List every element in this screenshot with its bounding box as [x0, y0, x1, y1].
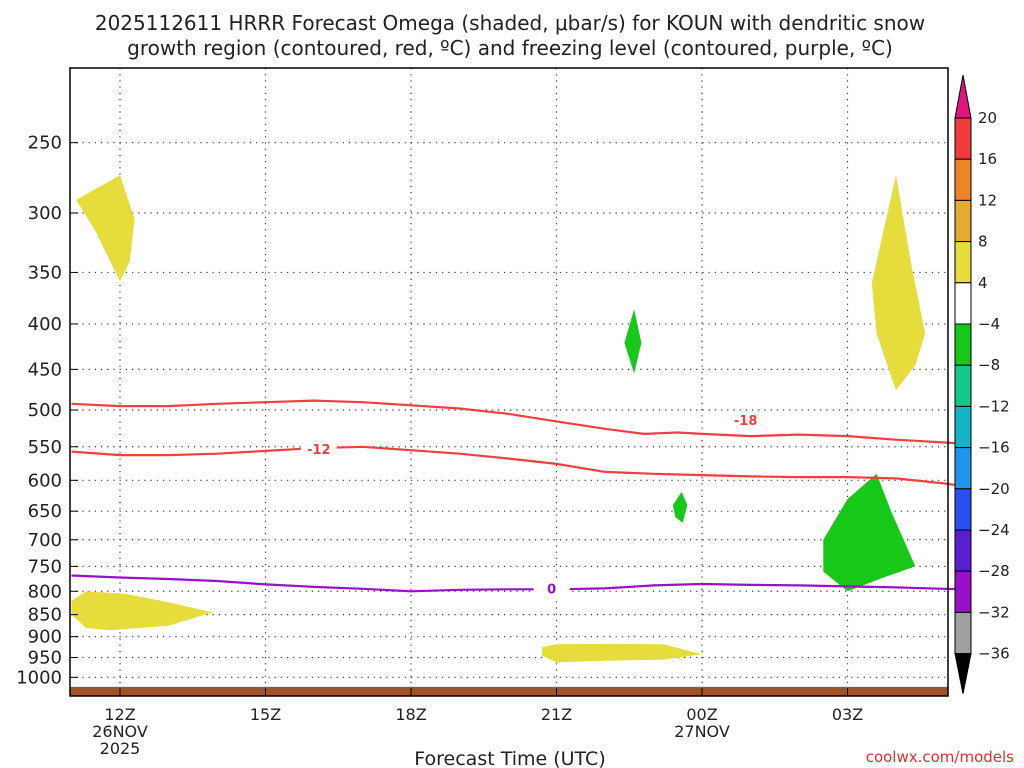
y-tick-label: 900: [28, 627, 62, 648]
colorbar-segment: [954, 241, 972, 284]
colorbar-segment: [954, 488, 972, 531]
colorbar-label: −20: [978, 480, 1010, 498]
y-tick-label: 850: [28, 605, 62, 626]
omega-area-5: [672, 491, 688, 523]
x-tick-label: 03Z: [832, 705, 863, 724]
colorbar-segment: [954, 117, 972, 160]
chart-title-line2: growth region (contoured, red, ºC) and f…: [127, 36, 893, 60]
y-tick-label: 400: [28, 314, 62, 335]
contour-label-bg: [300, 440, 337, 457]
y-tick-label: 500: [28, 400, 62, 421]
colorbar-label: −12: [978, 397, 1010, 415]
contour-label-bg: [727, 411, 764, 428]
y-tick-label: 950: [28, 648, 62, 669]
pressure-axis: 2503003504004505005506006507007508008509…: [16, 133, 78, 688]
colorbar-segment: [954, 364, 972, 407]
contour-line-m18: [71, 399, 969, 445]
colorbar-label: 4: [978, 274, 988, 292]
y-tick-label: 600: [28, 470, 62, 491]
x-axis-label: Forecast Time (UTC): [414, 748, 605, 768]
y-tick-label: 450: [28, 359, 62, 380]
grid: [70, 68, 948, 696]
plot-background: [70, 68, 948, 696]
colorbar-label: −4: [978, 315, 1000, 333]
omega-area-4: [624, 309, 642, 374]
colorbar-segment: [954, 447, 972, 490]
credit-text: coolwx.com/models: [866, 748, 1014, 766]
plot-area: -18 -12 0: [69, 67, 969, 697]
omega-area-0: [76, 175, 135, 282]
x-tick-label: 00Z: [686, 705, 717, 724]
contour-line-m12: [71, 445, 969, 488]
y-tick-label: 800: [28, 581, 62, 602]
colorbar-label: 12: [978, 191, 997, 209]
colorbar-segment: [954, 282, 972, 325]
colorbar-label: −28: [978, 562, 1010, 580]
colorbar-label: −32: [978, 603, 1010, 621]
colorbar-segment: [954, 323, 972, 366]
colorbar-segment: [954, 158, 972, 201]
ground-fill: [70, 686, 948, 696]
contour-label-bg: [533, 580, 570, 597]
y-tick-label: 300: [28, 203, 62, 224]
x-tick-label: 21Z: [541, 705, 572, 724]
omega-area-1: [871, 175, 926, 391]
omega-area-6: [823, 473, 916, 592]
colorbar-label: 16: [978, 150, 997, 168]
colorbar-segment: [954, 199, 972, 243]
y-tick-label: 1000: [16, 667, 62, 688]
x-tick-date: 26NOV: [92, 722, 148, 741]
y-tick-label: 350: [28, 262, 62, 283]
colorbar-label: −16: [978, 439, 1010, 457]
contour-line-0: [71, 574, 969, 593]
y-tick-label: 650: [28, 501, 62, 522]
colorbar-bottom-arrow: [954, 653, 972, 694]
x-tick-label: 18Z: [395, 705, 426, 724]
colorbar-label: −8: [978, 356, 1000, 374]
contour-label: -18: [734, 414, 758, 429]
omega-area-3: [542, 643, 702, 663]
ground-layer: [70, 686, 948, 696]
x-tick-year: 2025: [100, 739, 141, 758]
x-tick-label: 12Z: [104, 705, 135, 724]
contour-label: 0: [547, 582, 556, 597]
x-tick-date: 27NOV: [674, 722, 730, 741]
y-tick-label: 550: [28, 437, 62, 458]
y-tick-label: 250: [28, 133, 62, 154]
omega-area-2: [71, 591, 213, 631]
colorbar-top-arrow: [954, 74, 972, 119]
colorbar-segment: [954, 611, 972, 655]
chart-title-line1: 2025112611 HRRR Forecast Omega (shaded, …: [95, 11, 925, 35]
contour-label: -12: [307, 443, 331, 458]
y-tick-label: 700: [28, 530, 62, 551]
colorbar-label: −24: [978, 521, 1010, 539]
omega-colorbar: 20 16 12 8 4 −4 −8 −12 −16 −20 −24 −28 −32 −36: [954, 74, 1010, 694]
colorbar-segment: [954, 529, 972, 572]
x-tick-label: 15Z: [250, 705, 281, 724]
colorbar-label: −36: [978, 645, 1010, 663]
colorbar-segment: [954, 570, 972, 613]
colorbar-segment: [954, 405, 972, 449]
plot-frame: [69, 67, 949, 697]
contours: -18 -12 0: [71, 399, 969, 597]
omega-shading: [71, 175, 926, 663]
colorbar-label: 20: [978, 109, 997, 127]
colorbar-label: 8: [978, 233, 988, 251]
y-tick-label: 750: [28, 556, 62, 577]
